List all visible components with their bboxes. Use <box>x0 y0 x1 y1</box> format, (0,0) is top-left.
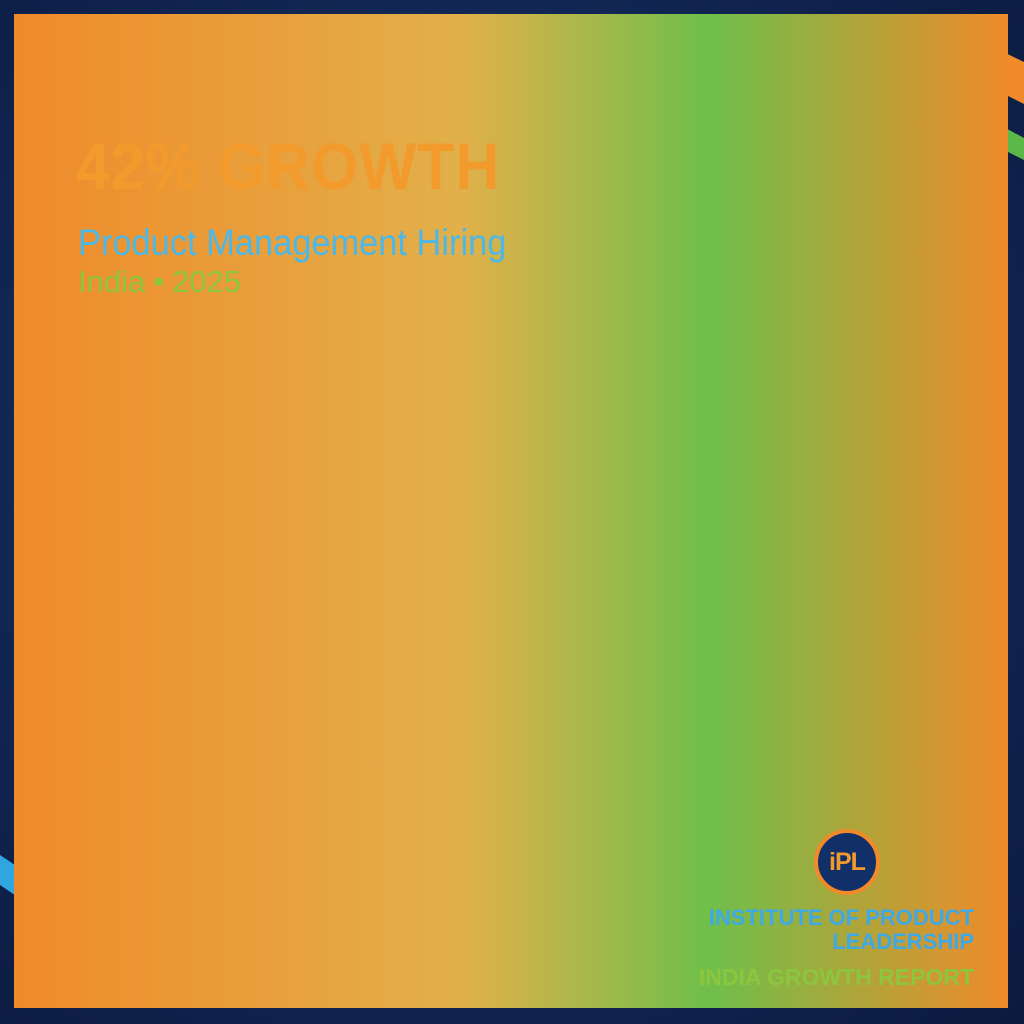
y-tick-label: 0% <box>652 717 670 731</box>
pm-jobs-city-chart: Increase in PM Jobs 0 1% 0% 20% 20% 60% Bangalo… <box>652 596 958 809</box>
data-label: 42% <box>864 209 912 236</box>
logo-text: iPL <box>829 847 866 876</box>
bar-Delhi-NCR <box>794 717 842 782</box>
bar-2025 <box>862 241 914 516</box>
subheadline: Product Management Hiring <box>78 222 507 263</box>
headline: 42% GROWTH <box>76 129 501 203</box>
bar-Bangalore <box>710 744 758 782</box>
org-line-1: INSTITUTE OF PRODUCT <box>708 905 974 930</box>
year-label: 2025 <box>172 264 242 299</box>
x-tick-label: Hyderabod <box>868 793 937 809</box>
india-map-icon <box>102 337 601 920</box>
report-title: INDIA GROWTH REPORT <box>698 964 974 990</box>
y-tick-label: 60% <box>652 629 676 643</box>
y-tick-label: 0 <box>652 775 659 789</box>
x-tick-label: Bangalore <box>702 793 766 809</box>
region-year: India • 2025 <box>78 264 241 300</box>
separator: • <box>153 264 165 299</box>
y-tick-label: 20% <box>652 658 676 672</box>
organization-name: INSTITUTE OF PRODUCT LEADERSHIP <box>709 906 974 954</box>
y-tick-label: 20% <box>652 687 676 701</box>
region-label: India <box>78 264 146 299</box>
bar-Hyderabod <box>878 679 926 782</box>
x-tick-label: 2024 <box>781 528 828 551</box>
ipl-logo: iPL <box>814 829 880 895</box>
yearly-growth-chart: 2023 2024 2025 42% <box>668 209 942 551</box>
bar-2024 <box>778 318 830 516</box>
x-tick-label: 2023 <box>697 528 744 551</box>
chart2-title: Increase in PM Jobs <box>652 596 842 619</box>
x-tick-label: 2025 <box>865 528 912 551</box>
org-line-2: LEADERSHIP <box>832 929 974 954</box>
y-tick-label: 1% <box>652 746 670 760</box>
x-tick-label: Delhi-NCR <box>785 793 852 809</box>
bar-2023 <box>694 413 746 516</box>
